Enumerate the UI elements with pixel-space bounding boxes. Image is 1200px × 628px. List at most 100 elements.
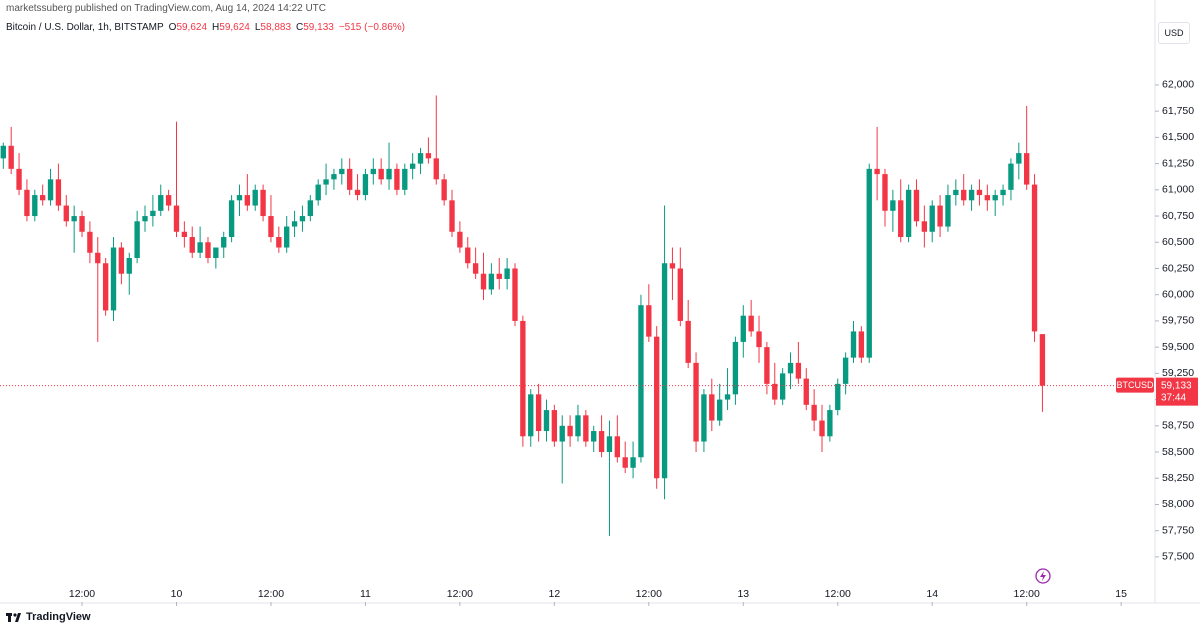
- x-tick-label: 12:00: [258, 588, 284, 600]
- candle-body: [606, 436, 613, 453]
- y-tick-label: 61,250: [1162, 157, 1194, 169]
- ohlc-item: H59,624: [212, 22, 250, 33]
- candle-body: [614, 436, 621, 458]
- candle-body: [528, 394, 534, 437]
- candle-body: [882, 174, 888, 211]
- alert-icon[interactable]: [1035, 568, 1051, 584]
- candle-body: [732, 341, 739, 395]
- x-tick-label: 11: [360, 588, 371, 600]
- candle-body: [787, 362, 794, 374]
- candle-body: [260, 189, 266, 217]
- candle-body: [402, 168, 408, 190]
- x-tick-label: 12:00: [69, 588, 95, 600]
- candle-body: [252, 189, 258, 206]
- candle-body: [740, 315, 746, 342]
- candle-body: [291, 221, 298, 227]
- candle-body: [811, 404, 817, 421]
- candle-body: [165, 195, 172, 206]
- legend: Bitcoin / U.S. Dollar, 1h, BITSTAMP O59,6…: [6, 22, 405, 33]
- candle-body: [858, 331, 865, 358]
- candle-body: [795, 362, 802, 379]
- candle-body: [543, 410, 550, 432]
- candle-body: [244, 195, 251, 206]
- x-tick-label: 12:00: [636, 588, 662, 600]
- y-tick-label: 58,000: [1162, 498, 1194, 510]
- candle-body: [425, 153, 432, 159]
- candle-body: [110, 247, 117, 311]
- y-tick-label: 57,500: [1162, 551, 1194, 563]
- candle-body: [228, 200, 235, 238]
- candle-body: [488, 273, 495, 290]
- candle-body: [756, 331, 762, 348]
- y-tick-label: 62,000: [1162, 79, 1194, 91]
- candle-body: [142, 216, 148, 222]
- candle-body: [842, 357, 849, 384]
- candle-body: [95, 252, 101, 264]
- candle-body: [945, 195, 951, 227]
- candle-body: [409, 163, 416, 169]
- candle-body: [583, 415, 589, 442]
- y-tick-label: 58,500: [1162, 446, 1194, 458]
- candle-body: [677, 268, 683, 321]
- candle-body: [16, 168, 22, 190]
- x-tick-label: 12: [549, 588, 561, 600]
- candle-body: [79, 216, 85, 232]
- candle-body: [1000, 189, 1006, 196]
- candle-body: [598, 431, 605, 453]
- candle-body: [898, 200, 904, 238]
- price-tag: [1156, 377, 1198, 406]
- y-tick-label: 61,000: [1162, 184, 1194, 196]
- countdown-label: 37:44: [1161, 392, 1186, 403]
- currency-button[interactable]: USD: [1158, 22, 1190, 44]
- ohlc-key: H: [212, 22, 220, 33]
- logo: [6, 613, 21, 622]
- candle-body: [221, 237, 227, 248]
- y-tick-label: 59,750: [1162, 315, 1194, 327]
- candle-body: [472, 263, 479, 274]
- candle-body: [496, 273, 502, 279]
- candle-body: [905, 189, 912, 238]
- ohlc-key: O: [168, 22, 177, 33]
- candle-body: [417, 153, 424, 164]
- y-tick-label: 60,250: [1162, 262, 1194, 274]
- candle-body: [929, 205, 935, 232]
- candle-body: [47, 179, 54, 201]
- candle-body: [827, 410, 833, 437]
- candle-body: [158, 195, 164, 211]
- candle-body: [1031, 184, 1038, 332]
- ohlc-value: 58,883: [260, 22, 292, 33]
- candle-body: [433, 158, 439, 180]
- candle-body: [331, 174, 337, 180]
- candle-body: [779, 373, 786, 400]
- candle-body: [992, 195, 998, 201]
- ohlc-value: 59,133: [303, 22, 334, 33]
- candle-body: [323, 179, 329, 185]
- candle-body: [661, 263, 668, 479]
- ohlc-item: C59,133: [296, 22, 334, 33]
- symbol-tag: [1116, 377, 1154, 393]
- ohlc-key: C: [296, 22, 304, 33]
- candle-body: [850, 331, 857, 358]
- candle-body: [984, 195, 990, 201]
- x-tick-label: 15: [1115, 588, 1127, 600]
- candle-body: [457, 231, 463, 248]
- x-tick-label: 12:00: [1014, 588, 1040, 600]
- x-tick-label: 13: [737, 588, 749, 600]
- footer-brand: TradingView: [26, 611, 91, 623]
- candle-body: [449, 200, 455, 232]
- publisher-line: marketssuberg published on TradingView.c…: [6, 3, 327, 14]
- candle-body: [480, 273, 487, 290]
- symbol: Bitcoin / U.S. Dollar, 1h, BITSTAMP: [6, 22, 164, 33]
- candle-body: [173, 205, 180, 232]
- x-tick-label: 10: [171, 588, 183, 600]
- candle-body: [205, 242, 211, 258]
- plot-area: [0, 95, 1046, 536]
- candle-body: [24, 189, 30, 217]
- candle-body: [102, 263, 109, 311]
- candle-body: [921, 221, 928, 232]
- candle-body: [465, 247, 471, 264]
- y-tick-label: 60,500: [1162, 236, 1194, 248]
- candle-body: [276, 237, 282, 248]
- candle-body: [835, 383, 841, 411]
